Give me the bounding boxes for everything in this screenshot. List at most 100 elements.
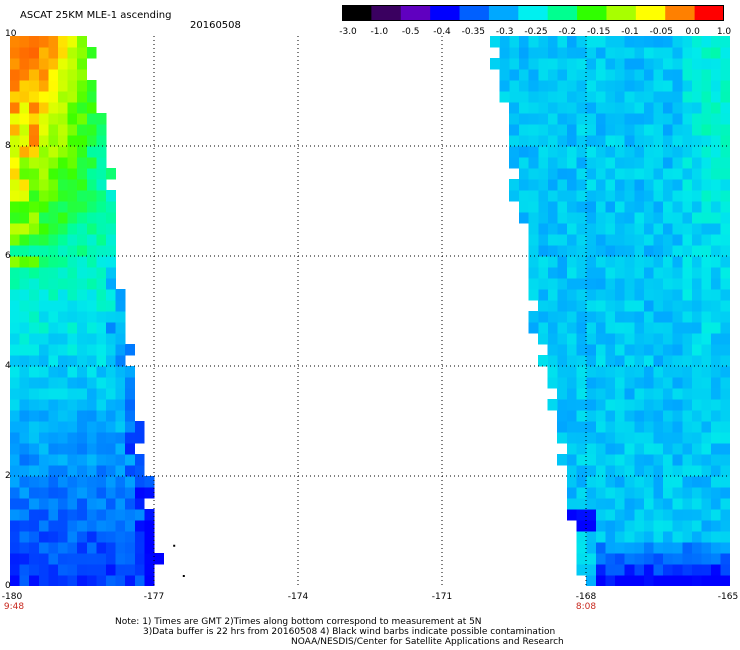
- swath-cell: [634, 168, 644, 180]
- swath-cell: [566, 201, 577, 213]
- swath-cell: [586, 157, 596, 169]
- swath-cell: [518, 36, 529, 48]
- swath-cell: [547, 256, 558, 268]
- swath-cell: [605, 487, 616, 499]
- swath-cell: [672, 91, 683, 103]
- swath-cell: [38, 278, 49, 290]
- swath-cell: [134, 553, 145, 565]
- swath-cell: [595, 487, 606, 499]
- swath-cells: [10, 36, 730, 586]
- swath-cell: [10, 531, 20, 543]
- swath-cell: [653, 498, 664, 510]
- swath-cell: [499, 69, 510, 81]
- swath-cell: [624, 113, 635, 125]
- swath-cell: [653, 113, 664, 125]
- swath-cell: [566, 377, 577, 389]
- swath-cell: [691, 564, 702, 576]
- swath-cell: [528, 289, 539, 301]
- swath-cell: [29, 333, 40, 345]
- swath-cell: [19, 157, 30, 169]
- swath-cell: [710, 333, 721, 345]
- swath-cell: [653, 366, 664, 378]
- swath-cell: [614, 168, 625, 180]
- swath-cell: [77, 58, 88, 70]
- swath-cell: [38, 267, 49, 279]
- swath-cell: [595, 47, 606, 59]
- swath-cell: [624, 553, 635, 565]
- swath-cell: [557, 124, 568, 136]
- swath-cell: [557, 256, 568, 268]
- swath-cell: [29, 509, 40, 521]
- swath-cell: [48, 388, 59, 400]
- swath-cell: [614, 443, 625, 455]
- swath-cell: [48, 245, 59, 257]
- swath-cell: [58, 58, 68, 70]
- swath-cell: [96, 465, 107, 477]
- swath-cell: [106, 212, 116, 224]
- swath-cell: [115, 476, 126, 488]
- swath-cell: [547, 179, 558, 191]
- swath-cell: [48, 432, 59, 444]
- swath-cell: [19, 146, 30, 158]
- swath-cell: [67, 102, 78, 114]
- swath-cell: [720, 278, 730, 290]
- swath-cell: [67, 465, 78, 477]
- swath-cell: [720, 256, 730, 268]
- swath-cell: [576, 311, 587, 323]
- swath-cell: [634, 113, 644, 125]
- swath-cell: [144, 476, 155, 488]
- map-date: 20160508: [190, 20, 241, 31]
- swath-cell: [634, 146, 644, 158]
- swath-cell: [538, 36, 548, 48]
- swath-cell: [672, 179, 683, 191]
- swath-cell: [720, 124, 730, 136]
- swath-cell: [547, 344, 558, 356]
- swath-cell: [67, 245, 78, 257]
- swath-cell: [624, 443, 635, 455]
- swath-cell: [19, 289, 30, 301]
- swath-cell: [682, 168, 692, 180]
- swath-cell: [634, 124, 644, 136]
- swath-cell: [10, 388, 20, 400]
- swath-cell: [605, 91, 616, 103]
- swath-cell: [624, 399, 635, 411]
- swath-cell: [662, 201, 673, 213]
- swath-cell: [672, 157, 683, 169]
- swath-cell: [48, 355, 59, 367]
- swath-cell: [672, 124, 683, 136]
- swath-cell: [67, 300, 78, 312]
- swath-cell: [682, 36, 692, 48]
- swath-cell: [10, 256, 20, 268]
- swath-cell: [29, 102, 40, 114]
- swath-cell: [682, 80, 692, 92]
- swath-cell: [691, 476, 702, 488]
- swath-cell: [701, 509, 712, 521]
- swath-cell: [586, 234, 596, 246]
- swath-cell: [48, 333, 59, 345]
- swath-cell: [586, 575, 596, 586]
- swath-cell: [643, 36, 654, 48]
- swath-cell: [691, 157, 702, 169]
- swath-cell: [566, 102, 577, 114]
- swath-cell: [576, 58, 587, 70]
- swath-cell: [653, 454, 664, 466]
- swath-cell: [701, 344, 712, 356]
- swath-cell: [48, 179, 59, 191]
- swath-cell: [566, 465, 577, 477]
- swath-cell: [58, 377, 68, 389]
- swath-cell: [125, 575, 136, 586]
- swath-cell: [624, 157, 635, 169]
- swath-cell: [576, 322, 587, 334]
- swath-cell: [614, 234, 625, 246]
- swath-cell: [672, 58, 683, 70]
- swath-cell: [576, 267, 587, 279]
- swath-cell: [67, 58, 78, 70]
- swath-cell: [720, 487, 730, 499]
- swath-cell: [115, 553, 126, 565]
- swath-cell: [586, 377, 596, 389]
- swath-cell: [682, 278, 692, 290]
- swath-cell: [38, 201, 49, 213]
- swath-cell: [67, 256, 78, 268]
- swath-cell: [67, 410, 78, 422]
- swath-cell: [682, 366, 692, 378]
